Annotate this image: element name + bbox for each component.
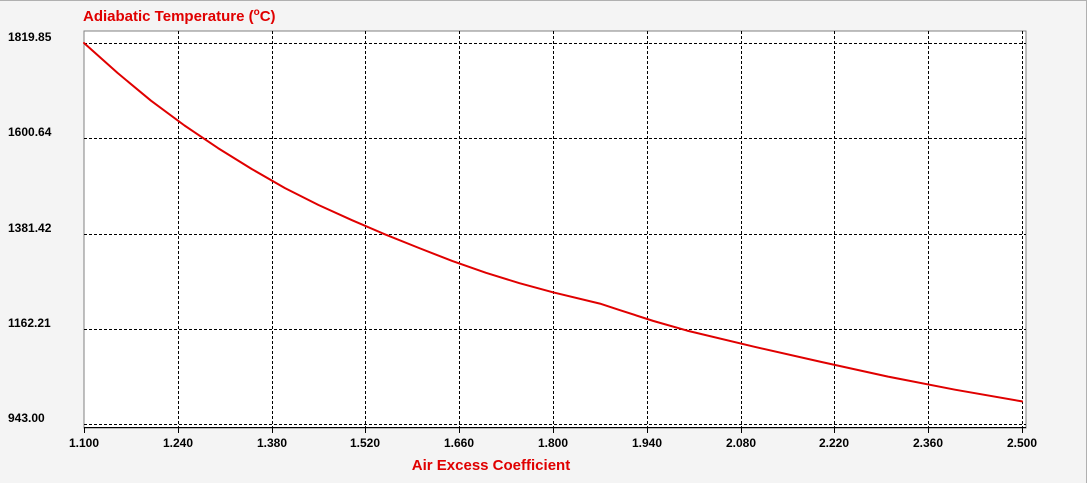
- series-lines: [83, 42, 1023, 403]
- x-tick-label: 2.220: [819, 436, 849, 450]
- plot-area: [83, 30, 1027, 429]
- chart-title-unit: C): [260, 8, 276, 25]
- chart-title-unit-superscript: o: [254, 7, 260, 18]
- y-tick-labels: 943.00 1162.21 1381.42 1600.64 1819.85: [8, 30, 52, 425]
- x-axis-title: Air Excess Coefficient: [412, 457, 570, 474]
- x-tick-label: 1.520: [350, 436, 380, 450]
- x-tick-labels: 1.100 1.240 1.380 1.520 1.660 1.800 1.940 2.080…: [69, 436, 1037, 450]
- y-tick-label: 1162.21: [8, 316, 51, 330]
- x-tick-label: 2.360: [913, 436, 943, 450]
- y-tick-label: 1600.64: [8, 125, 52, 139]
- y-tick-label: 943.00: [8, 411, 45, 425]
- y-tick-label: 1381.42: [8, 221, 52, 235]
- x-tick-label: 2.080: [726, 436, 756, 450]
- x-tick-label: 1.660: [444, 436, 474, 450]
- series-line: [83, 42, 1023, 403]
- x-tick-label: 1.240: [163, 436, 193, 450]
- chart-title: Adiabatic Temperature (oC): [83, 7, 276, 25]
- y-tick-label: 1819.85: [8, 30, 52, 44]
- x-tick-label: 1.940: [632, 436, 662, 450]
- x-tick-label: 2.500: [1007, 436, 1037, 450]
- grid-lines: [84, 31, 1026, 433]
- x-tick-label: 1.380: [257, 436, 287, 450]
- x-tick-label: 1.100: [69, 436, 99, 450]
- x-tick-label: 1.800: [538, 436, 568, 450]
